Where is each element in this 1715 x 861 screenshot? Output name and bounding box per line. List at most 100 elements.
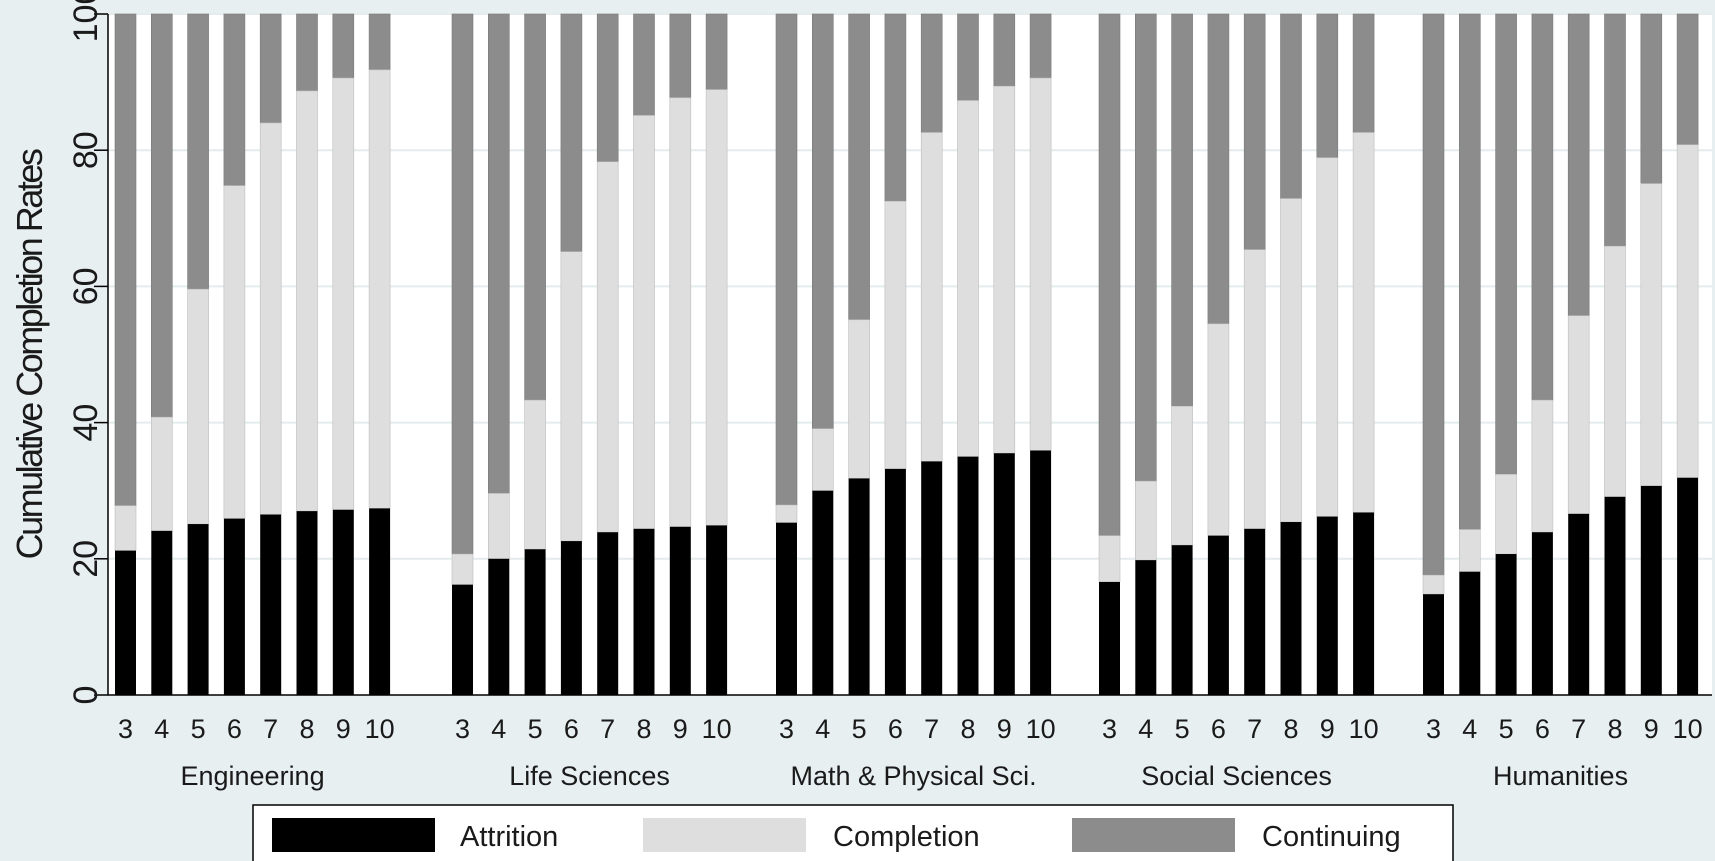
bar-completion: [1316, 157, 1339, 517]
x-tick-label: 4: [154, 714, 169, 744]
x-tick-label: 3: [1102, 714, 1117, 744]
bar-continuing: [1495, 13, 1517, 475]
x-tick-label: 3: [118, 714, 133, 744]
x-tick-labels: 3 4 5 6 7 8 9 10 3 4 5 6 7 8 9 10 3 4 5 6 7 8 9 10 3 4 5 6 7 8 9 10 3 4 5 6…: [118, 714, 1703, 744]
bar-attrition: [1353, 512, 1375, 695]
bar-attrition: [1459, 571, 1481, 695]
bar-attrition: [1495, 554, 1517, 695]
bar-continuing: [1029, 13, 1052, 79]
bar-continuing: [1676, 13, 1699, 146]
bar-attrition: [957, 456, 979, 695]
bar-attrition: [597, 532, 619, 695]
axes: [107, 14, 1712, 696]
x-tick-label: 3: [779, 714, 794, 744]
bar-completion: [848, 319, 870, 479]
bar-continuing: [1352, 13, 1375, 133]
group-label: Life Sciences: [509, 761, 670, 791]
bar-completion: [1243, 249, 1266, 530]
bar-completion: [884, 200, 907, 470]
x-tick-label: 10: [1673, 714, 1703, 744]
x-tick-label: 7: [600, 714, 615, 744]
bar-completion: [1640, 183, 1663, 487]
y-tick-label: 100: [67, 0, 105, 42]
bar-completion: [332, 77, 355, 511]
x-tick-label: 9: [997, 714, 1012, 744]
bar-completion: [669, 97, 692, 528]
x-tick-label: 5: [1175, 714, 1190, 744]
x-tick-label: 6: [1211, 714, 1226, 744]
bar-continuing: [187, 13, 209, 290]
bar-completion: [811, 428, 834, 492]
bar-completion: [993, 85, 1016, 454]
group-label: Social Sciences: [1141, 761, 1332, 791]
bar-attrition: [560, 541, 582, 695]
x-tick-label: 4: [491, 714, 506, 744]
x-tick-label: 8: [636, 714, 651, 744]
x-tick-label: 8: [299, 714, 314, 744]
bar-completion: [633, 115, 655, 530]
bar-attrition: [296, 511, 318, 695]
bar-completion: [1422, 574, 1445, 595]
bar-completion: [259, 122, 282, 515]
bar-attrition: [332, 509, 354, 695]
bar-attrition: [669, 526, 691, 695]
x-tick-label: 8: [960, 714, 975, 744]
legend: Attrition Completion Continuing: [252, 804, 1454, 861]
x-tick-label: 4: [1138, 714, 1153, 744]
bar-continuing: [114, 13, 137, 506]
bar-completion: [151, 416, 173, 532]
y-tick-label: 0: [67, 686, 105, 705]
x-tick-label: 6: [1535, 714, 1550, 744]
y-axis-label: Cumulative Completion Rates: [9, 149, 50, 559]
x-tick-label: 4: [815, 714, 830, 744]
y-ticks: 0 20 40 60 80 100: [67, 0, 108, 704]
bar-attrition: [1640, 485, 1662, 695]
bar-completion: [705, 89, 728, 526]
bar-continuing: [1640, 13, 1663, 184]
bar-continuing: [1280, 13, 1302, 199]
x-tick-label: 3: [455, 714, 470, 744]
x-tick-label: 5: [852, 714, 867, 744]
bar-continuing: [296, 13, 318, 92]
x-tick-label: 8: [1607, 714, 1622, 744]
bar-attrition: [452, 584, 473, 695]
bar-continuing: [633, 13, 655, 116]
bar-completion: [1495, 474, 1517, 555]
bar-completion: [920, 132, 943, 462]
bar-continuing: [1567, 13, 1590, 316]
bar-completion: [1459, 529, 1481, 573]
bar-attrition: [1030, 450, 1052, 695]
bar-continuing: [1604, 13, 1626, 247]
x-tick-label: 6: [564, 714, 579, 744]
legend-label: Attrition: [460, 821, 558, 853]
x-tick-label: 5: [528, 714, 543, 744]
bar-attrition: [1171, 545, 1193, 695]
bar-completion: [451, 553, 474, 585]
bar-continuing: [920, 13, 943, 133]
x-tick-label: 4: [1462, 714, 1477, 744]
bar-completion: [1171, 405, 1193, 546]
bar-completion: [524, 399, 546, 550]
x-tick-label: 10: [1349, 714, 1379, 744]
x-tick-label: 7: [924, 714, 939, 744]
bar-completion: [775, 504, 798, 524]
x-tick-label: 9: [336, 714, 351, 744]
bar-continuing: [848, 13, 870, 321]
legend-swatch: [643, 818, 806, 852]
y-tick-label: 80: [67, 131, 105, 169]
bar-attrition: [1135, 560, 1157, 695]
bar-attrition: [776, 522, 797, 695]
bar-completion: [596, 161, 619, 533]
bar-continuing: [524, 13, 546, 401]
bar-completion: [368, 69, 391, 509]
bar-continuing: [560, 13, 583, 252]
x-tick-label: 7: [1571, 714, 1586, 744]
group-label: Math & Physical Sci.: [791, 761, 1037, 791]
x-tick-label: 10: [365, 714, 395, 744]
bar-continuing: [1207, 13, 1230, 325]
bar-attrition: [1244, 528, 1266, 695]
x-tick-label: 6: [227, 714, 242, 744]
x-tick-label: 5: [1499, 714, 1514, 744]
bar-completion: [1604, 245, 1626, 498]
bar-continuing: [884, 13, 907, 202]
